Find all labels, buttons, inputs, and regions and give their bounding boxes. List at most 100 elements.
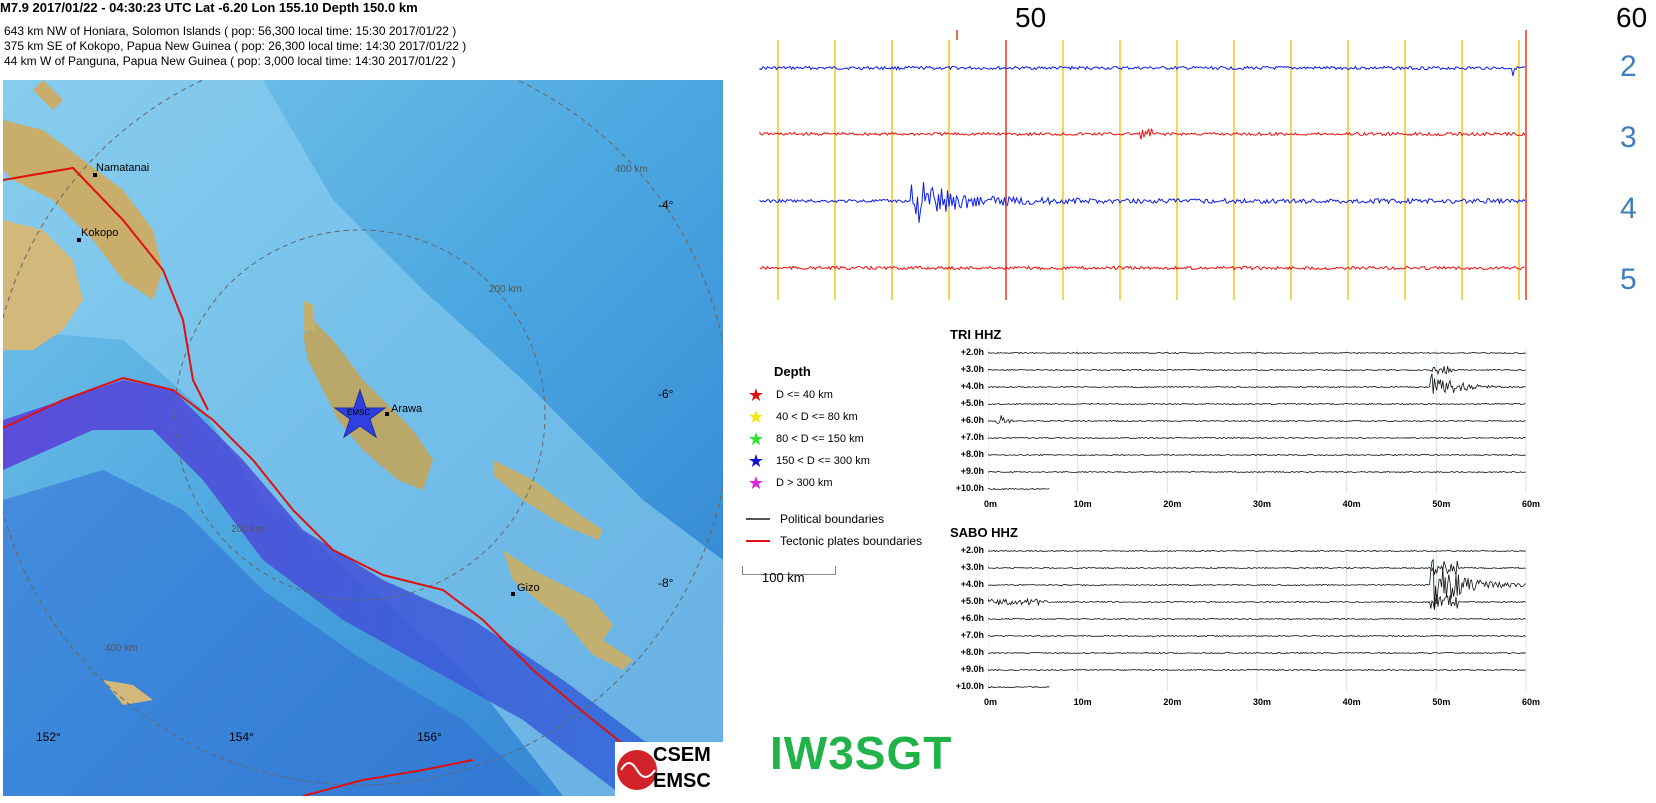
land-south-islet xyxy=(103,680,153,705)
red-star-icon: ★ xyxy=(747,385,765,405)
heli-x-label: 30m xyxy=(1253,499,1272,509)
station-callsign: IW3SGT xyxy=(770,727,953,779)
heli-x-label: 60m xyxy=(1522,697,1541,707)
heli-trace xyxy=(987,668,1526,672)
magenta-star-icon: ★ xyxy=(747,473,765,493)
heli-row-label: +6.0h xyxy=(960,415,984,425)
ring-label-400-sw: 400 km xyxy=(105,643,138,654)
heli-row-label: +7.0h xyxy=(960,432,984,442)
heli-trace xyxy=(987,436,1526,440)
political-line-icon xyxy=(746,518,770,520)
legend-label: 80 < D <= 150 km xyxy=(776,433,864,445)
location-line-kokopo: 375 km SE of Kokopo, Papua New Guinea ( … xyxy=(4,39,467,53)
ring-label-200-sw: 200 km xyxy=(231,524,264,535)
heli-trace xyxy=(987,453,1526,457)
heli-x-label: 60m xyxy=(1522,499,1541,509)
legend-label: 40 < D <= 80 km xyxy=(776,411,858,423)
legend-item-d40: ★ D <= 40 km xyxy=(746,386,833,404)
legend-label: D <= 40 km xyxy=(776,389,833,401)
legend-label: Tectonic plates boundaries xyxy=(780,534,923,548)
place-label-namatanai: Namatanai xyxy=(96,162,150,174)
legend-item-d80: ★ 40 < D <= 80 km xyxy=(746,408,858,426)
station-label: SABO HHZ xyxy=(950,525,1018,540)
heli-x-label: 0m xyxy=(984,499,998,509)
lon-tick-156: 156° xyxy=(417,730,442,744)
trace-label-4: 4 xyxy=(1620,192,1637,225)
legend-label: 150 < D <= 300 km xyxy=(776,455,870,467)
lat-tick-4: -4° xyxy=(658,198,674,212)
epicenter-map[interactable]: Namatanai Kokopo Arawa Gizo EMSC -4° -6°… xyxy=(3,80,723,796)
scale-bar-label: 100 km xyxy=(762,570,805,585)
epicenter-label: EMSC xyxy=(347,408,371,417)
helicorder-tri: TRI HHZ 0m 10m 20m 30m 40m 50m 60m +2.0h +3.0h +4.… xyxy=(950,327,1656,533)
trace-label-2: 2 xyxy=(1620,50,1637,83)
live-seismogram: 50 60 2 3 4 5 xyxy=(740,0,1656,320)
place-label-gizo: Gizo xyxy=(517,582,540,594)
city-dot-arawa xyxy=(385,412,389,416)
heli-trace xyxy=(987,634,1526,638)
heli-row-label: +4.0h xyxy=(960,381,984,391)
seismogram-canvas xyxy=(759,30,1527,300)
city-dot-namatanai xyxy=(93,173,97,177)
land-new-britain xyxy=(3,220,83,350)
heli-row-label: +9.0h xyxy=(960,664,984,674)
heli-x-label: 10m xyxy=(1073,499,1092,509)
lat-tick-8: -8° xyxy=(658,576,674,590)
land-buka xyxy=(303,300,315,330)
location-line-panguna: 44 km W of Panguna, Papua New Guinea ( p… xyxy=(4,54,456,68)
heli-x-label: 10m xyxy=(1073,697,1092,707)
heli-trace xyxy=(987,402,1526,406)
helicorder-sabo: SABO HHZ 0m 10m 20m 30m 40m 50m 60m +2.0h +3.0h +4… xyxy=(950,525,1656,731)
map-canvas xyxy=(3,80,723,796)
place-label-arawa: Arawa xyxy=(391,403,423,415)
land-islet-north xyxy=(33,80,63,110)
station-label: TRI HHZ xyxy=(950,327,1002,342)
seismic-trace-2 xyxy=(759,65,1526,77)
heli-trace xyxy=(987,617,1526,621)
deep-basin xyxy=(3,470,543,796)
ring-label-200-ne: 200 km xyxy=(489,284,522,295)
heli-x-label: 30m xyxy=(1253,697,1272,707)
tectonic-boundary-north xyxy=(3,166,209,411)
legend-title: Depth xyxy=(774,364,811,379)
place-label-kokopo: Kokopo xyxy=(81,227,119,239)
heli-row-label: +5.0h xyxy=(960,398,984,408)
heli-trace xyxy=(987,351,1526,355)
legend-item-d300: ★ 150 < D <= 300 km xyxy=(746,452,870,470)
heli-trace xyxy=(987,373,1526,394)
heli-row-label: +10.0h xyxy=(955,483,984,493)
legend-label: Political boundaries xyxy=(780,512,885,526)
heli-trace xyxy=(987,549,1526,553)
heli-trace xyxy=(987,487,1050,491)
ring-label-400-ne: 400 km xyxy=(615,164,648,175)
city-dot-gizo xyxy=(511,592,515,596)
heli-trace xyxy=(987,366,1526,376)
ring-400km xyxy=(3,80,723,786)
event-title: M7.9 2017/01/22 - 04:30:23 UTC Lat -6.20… xyxy=(0,0,418,15)
heli-row-label: +5.0h xyxy=(960,596,984,606)
heli-trace xyxy=(987,685,1050,689)
minute-label-50: 50 xyxy=(1015,2,1047,33)
heli-trace xyxy=(987,560,1526,576)
tectonic-boundary-south xyxy=(302,759,474,796)
lon-tick-152: 152° xyxy=(36,730,61,744)
csem-emsc-logo: CSEM EMSC xyxy=(615,742,723,798)
blue-star-icon: ★ xyxy=(747,451,765,471)
land-bougainville xyxy=(303,320,433,490)
tectonic-boundary-trench xyxy=(3,376,684,796)
helicorder-sabo-canvas xyxy=(987,547,1527,691)
trench-zone xyxy=(3,380,723,796)
heli-x-label: 50m xyxy=(1432,499,1451,509)
heli-row-label: +2.0h xyxy=(960,347,984,357)
heli-row-label: +7.0h xyxy=(960,630,984,640)
heli-row-label: +3.0h xyxy=(960,562,984,572)
minute-label-60: 60 xyxy=(1616,2,1648,33)
land-new-ireland xyxy=(3,120,163,300)
heli-row-label: +9.0h xyxy=(960,466,984,476)
heli-trace xyxy=(987,651,1526,655)
legend-tectonic: Tectonic plates boundaries xyxy=(746,532,922,550)
tectonic-line-icon xyxy=(746,540,770,542)
seismic-trace-4 xyxy=(759,182,1526,223)
heli-trace xyxy=(987,558,1526,608)
land-new-georgia xyxy=(503,550,613,640)
